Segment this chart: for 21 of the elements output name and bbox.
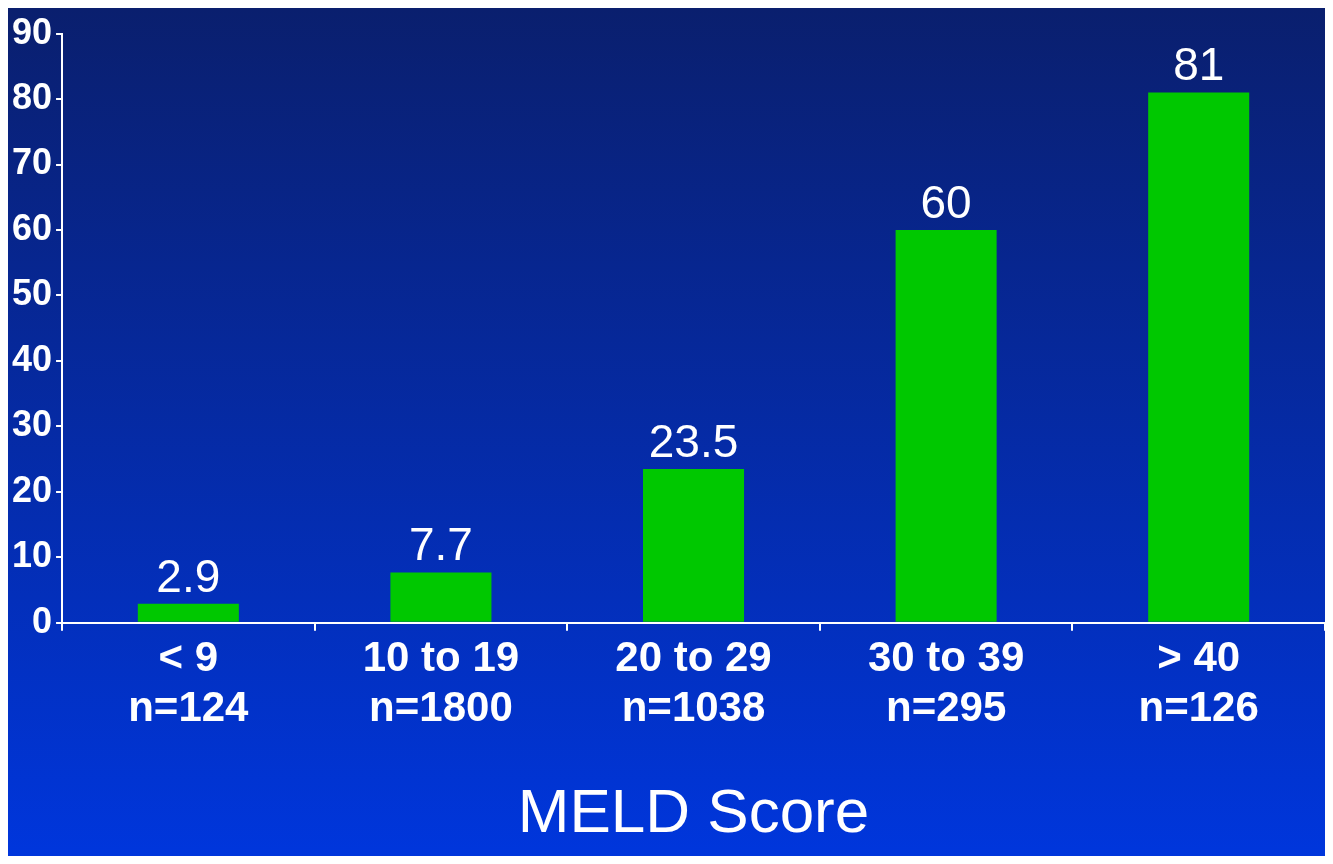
y-tick-label: 40 bbox=[12, 337, 53, 379]
y-tick-label: 70 bbox=[12, 141, 53, 183]
data-label: 2.9 bbox=[156, 549, 221, 602]
y-tick-label: 10 bbox=[12, 534, 53, 576]
y-tick-label: 60 bbox=[12, 206, 53, 248]
data-label: 7.7 bbox=[408, 518, 473, 571]
y-tick-label: 30 bbox=[12, 403, 53, 445]
data-label: 23.5 bbox=[648, 414, 739, 467]
x-tick-label: 10 to 19 n=1800 bbox=[362, 632, 520, 730]
x-tick-label: 20 to 29 n=1038 bbox=[615, 632, 772, 730]
data-label: 81 bbox=[1173, 38, 1225, 91]
x-tick-label: > 40 n=126 bbox=[1138, 632, 1259, 730]
y-tick-label: 90 bbox=[12, 10, 53, 52]
y-tick-label: 20 bbox=[12, 468, 53, 510]
x-tick-label: 30 to 39 n=295 bbox=[867, 632, 1025, 730]
y-tick-label: 50 bbox=[12, 272, 53, 314]
x-axis-title: MELD Score bbox=[517, 775, 870, 845]
data-label: 60 bbox=[920, 175, 972, 228]
y-tick-label: 0 bbox=[32, 599, 53, 641]
y-tick-label: 80 bbox=[12, 75, 53, 117]
x-tick-label: < 9 n=124 bbox=[128, 632, 250, 730]
